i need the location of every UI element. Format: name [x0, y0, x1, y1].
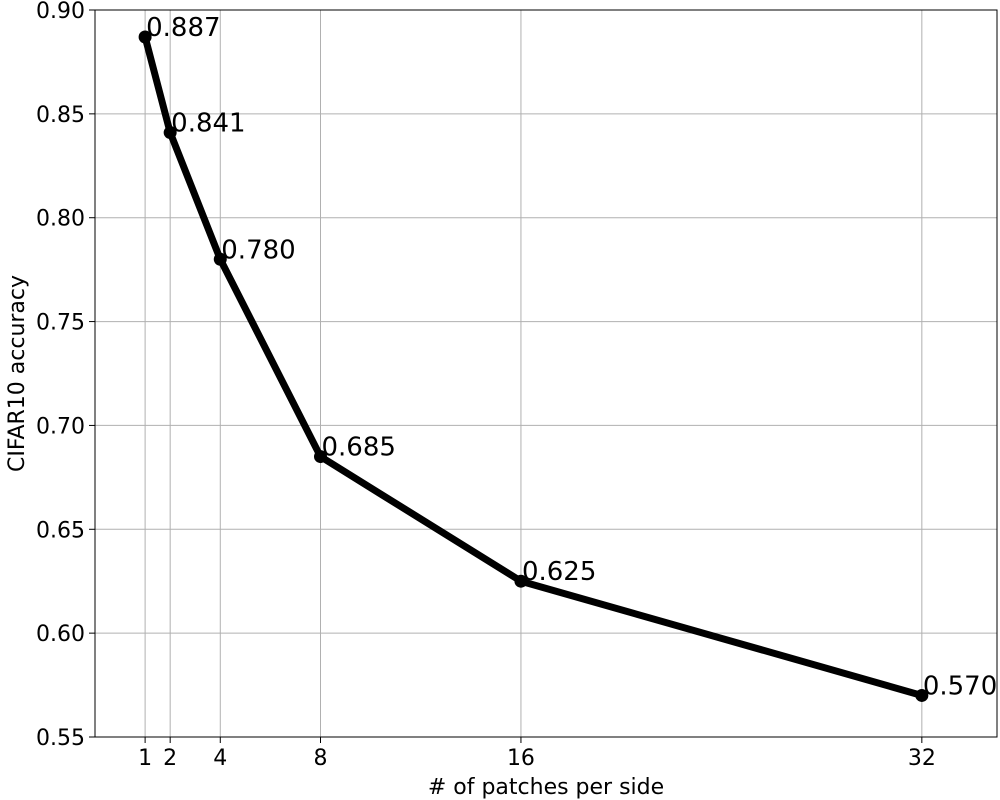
data-label: 0.685: [322, 433, 396, 463]
y-tick-label: 0.80: [36, 207, 85, 232]
y-tick-label: 0.70: [36, 414, 85, 439]
x-tick-label: 1: [138, 746, 152, 771]
data-label: 0.570: [923, 671, 997, 701]
data-point: [915, 688, 929, 702]
data-label: 0.887: [146, 13, 220, 43]
x-axis-ticks: 1 2 4 8 16 32: [138, 737, 936, 771]
y-tick-label: 0.90: [36, 0, 85, 24]
data-point: [213, 252, 227, 266]
y-tick-label: 0.65: [36, 518, 85, 543]
data-label: 0.841: [171, 109, 245, 139]
data-point: [138, 30, 152, 44]
data-point: [314, 450, 327, 464]
x-tick-label: 16: [507, 746, 535, 771]
grid-lines: [95, 9, 997, 738]
data-point: [163, 126, 177, 140]
data-label: 0.625: [522, 557, 596, 587]
series-line: [141, 33, 926, 699]
y-tick-label: 0.60: [36, 622, 85, 647]
x-tick-label: 4: [213, 746, 227, 771]
data-label: 0.780: [221, 235, 295, 265]
y-tick-label: 0.55: [36, 726, 85, 751]
x-tick-label: 2: [163, 746, 177, 771]
data-labels: 0.887 0.841 0.780 0.685 0.625 0.570: [146, 13, 997, 701]
y-axis-ticks: 0.55 0.60 0.65 0.70 0.75 0.80 0.85 0.90: [36, 0, 95, 751]
plot-area-frame: [94, 9, 998, 738]
data-point: [514, 574, 528, 588]
x-tick-label: 8: [314, 746, 328, 771]
y-tick-label: 0.75: [36, 311, 85, 336]
series-layer: [138, 30, 929, 702]
y-tick-label: 0.85: [36, 103, 85, 128]
y-axis-label: CIFAR10 accuracy: [5, 275, 30, 472]
x-axis-label: # of patches per side: [428, 775, 664, 800]
x-tick-label: 32: [908, 746, 936, 771]
